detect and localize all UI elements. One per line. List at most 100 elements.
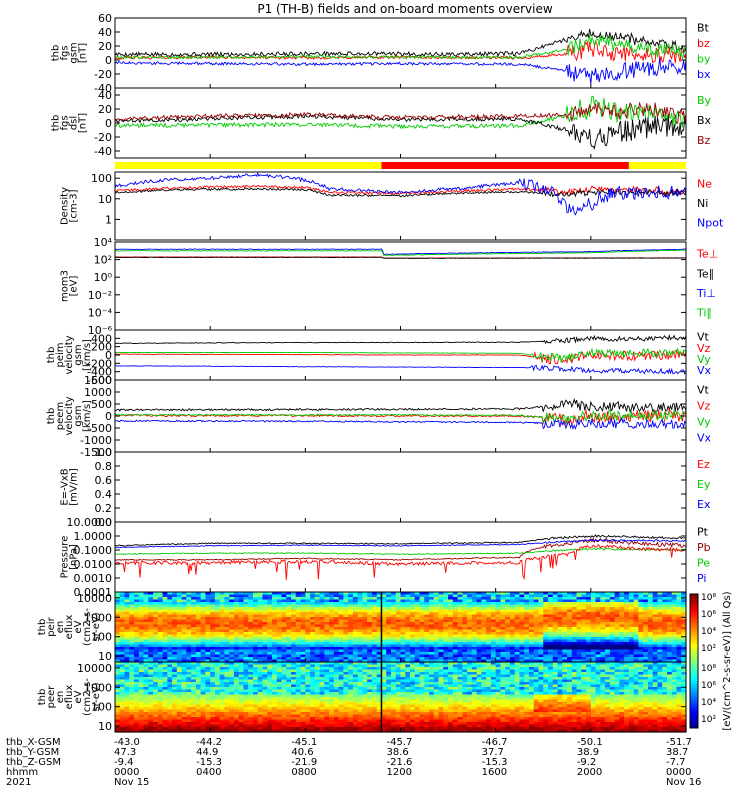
panel-peer-spectrogram: 10000100010010thbpeerenefluxeV(cm2-s-sr-…: [37, 662, 687, 733]
y-axis-label-line: [nT]: [78, 43, 89, 63]
y-axis-label-line: sr-eV): [91, 612, 102, 641]
legend-entry: Ti∥: [696, 306, 712, 319]
legend-entry: Vx: [697, 432, 712, 445]
legend-peem-velocity: Vt Vz Vy Vx: [697, 384, 712, 445]
y-tick-label: 10⁻⁴: [88, 306, 113, 319]
series-group-density: [115, 173, 686, 215]
series-line-fgs-dsl-0: [115, 96, 686, 128]
series-line-pressure-0: [115, 535, 686, 546]
y-tick-label: 0: [105, 117, 112, 130]
y-tick-label: 40: [98, 26, 112, 39]
legend-entry: Te⊥: [696, 248, 718, 261]
y-axis-label: E=-VxB[mV/m]: [60, 468, 80, 506]
y-tick-label: 40: [98, 89, 112, 102]
status-segment-2: [629, 162, 686, 169]
y-tick-label: 0.8: [95, 460, 113, 473]
series-group-fgs-gsm: [115, 29, 686, 84]
panel-pressure: 10.00001.00000.10000.01000.00100.0001Pre…: [60, 516, 711, 599]
y-tick-label: 20: [98, 40, 112, 53]
y-tick-label: 10.0000: [67, 516, 113, 529]
status-segment-0: [115, 162, 381, 169]
panel-frame: [115, 172, 686, 240]
legend-entry: Ti⊥: [696, 287, 716, 300]
y-tick-label: -40: [94, 145, 112, 158]
legend-entry: Ez: [697, 458, 710, 471]
y-tick-label: 10⁰: [94, 271, 113, 284]
panel-peim-velocity: 4002000-200-400-600thbpeimvelocitygsm[km…: [46, 330, 712, 387]
y-tick-label: 10²: [94, 254, 112, 267]
y-tick-label: 0.6: [95, 474, 113, 487]
y-tick-label: 0.4: [95, 488, 113, 501]
series-line-peim-velocity-0: [115, 335, 686, 343]
y-tick-label: 0.0010: [74, 572, 113, 585]
series-line-moms-temperature-3: [115, 250, 686, 255]
series-group-peim-velocity: [115, 335, 686, 373]
status-segment-1: [381, 162, 628, 169]
legend-entry: Pi: [697, 572, 706, 585]
y-tick-label: 1: [105, 213, 112, 226]
series-line-peem-velocity-3: [115, 418, 686, 428]
series-line-fgs-gsm-3: [115, 58, 686, 84]
panel-peir-spectrogram: 10000100010010thbpeirenefluxeV(cm2-s-sr-…: [37, 592, 687, 663]
y-tick-label: 10⁻²: [88, 289, 112, 302]
y-axis-label: thbpeirenefluxeV(cm2-s-sr-eV): [37, 608, 102, 646]
y-tick-label: 10: [98, 193, 112, 206]
legend-entry: Vt: [697, 384, 710, 397]
y-tick-label: 100: [91, 172, 112, 185]
y-axis-label-line: [mV/m]: [69, 468, 80, 506]
y-tick-label: 1.0: [95, 446, 113, 459]
y-axis-label-line: [cm-3]: [69, 189, 80, 222]
legend-entry: Bt: [697, 21, 710, 34]
legend-entry: Ne: [697, 178, 712, 191]
legend-entry: Vx: [697, 364, 712, 377]
legend-entry: Pe: [697, 556, 710, 569]
y-axis-label-line: [km/s]: [82, 400, 93, 432]
legend-entry: bz: [697, 37, 710, 50]
legend-entry: by: [697, 52, 711, 65]
panel-moms-temperature: 10⁴10²10⁰10⁻²10⁻⁴10⁻⁶mom3[eV]Te⊥Te∥Ti⊥Ti…: [60, 236, 719, 337]
series-group-moms-temperature: [115, 249, 686, 258]
y-tick-label: -20: [94, 131, 112, 144]
series-line-moms-temperature-2: [115, 249, 686, 255]
spectrogram-peir-spectrogram: [115, 592, 687, 663]
y-tick-label: 10⁴: [94, 236, 113, 249]
series-group-pressure: [115, 535, 686, 580]
y-axis-label-line: [eV]: [69, 276, 80, 297]
status-bar: [115, 162, 686, 169]
y-tick-label: 20: [98, 103, 112, 116]
series-line-fgs-gsm-1: [115, 41, 686, 63]
y-axis-label-line: [km/s]: [82, 339, 93, 371]
series-group-fgs-dsl: [115, 96, 686, 148]
legend-entry: Ex: [697, 498, 711, 511]
legend-entry: Npot: [697, 217, 724, 230]
series-line-pressure-2: [115, 548, 686, 555]
legend-entry: Te∥: [696, 267, 714, 280]
panel-frame: [115, 522, 686, 592]
y-axis-label: thbfgsdsl[nT]: [51, 113, 89, 133]
legend-entry: Vz: [697, 400, 711, 413]
legend-entry: Bx: [697, 114, 712, 127]
y-axis-label-line: [nT]: [78, 113, 89, 133]
y-axis-label: thbpeemvelocitygsm[km/s]: [46, 396, 93, 435]
legend-entry: Pt: [697, 525, 709, 538]
y-axis-label: thbfgsgsm[nT]: [51, 42, 89, 63]
panel-frame: [115, 452, 686, 522]
y-axis-label: mom3[eV]: [60, 270, 80, 302]
y-tick-label: -20: [94, 68, 112, 81]
legend-entry: Vy: [697, 416, 711, 429]
y-axis-label-line: [nPa]: [69, 544, 80, 570]
series-line-pressure-4: [115, 545, 686, 580]
series-group-peem-velocity: [115, 400, 686, 429]
y-tick-label: 0: [105, 54, 112, 67]
